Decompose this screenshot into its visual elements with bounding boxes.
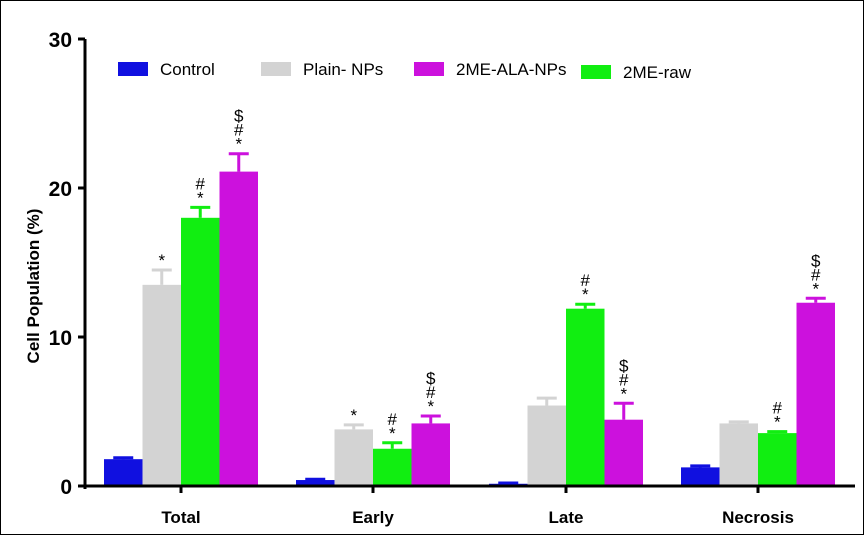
legend-label: Control [160,60,215,79]
significance-marker: * [582,285,589,304]
significance-marker: # [234,121,244,140]
significance-marker: # [426,383,436,402]
legend-label: Plain- NPs [303,60,383,79]
y-axis-label: Cell Population (%) [24,209,43,364]
legend-swatch [118,62,148,76]
significance-marker: * [812,279,819,298]
x-tick-label: Total [161,508,200,527]
significance-marker: # [196,174,206,193]
significance-marker: * [427,397,434,416]
bar [142,284,181,486]
legend-label: 2ME-raw [623,63,692,82]
y-tick-label: 0 [60,476,72,499]
bar [181,217,220,487]
bar [566,308,605,486]
significance-marker: * [197,188,204,207]
x-tick-label: Early [352,508,394,527]
significance-marker: * [620,384,627,403]
significance-marker: # [773,399,783,418]
bar [373,448,412,486]
x-tick-label: Late [549,508,584,527]
legend-label: 2ME-ALA-NPs [456,60,567,79]
significance-marker: $ [426,369,436,388]
bar [527,405,566,486]
x-tick-label: Necrosis [722,508,794,527]
bar [681,467,720,486]
bar [604,419,643,486]
y-tick-label: 20 [49,178,72,201]
bar [104,459,143,486]
y-tick-label: 30 [49,29,72,52]
bar [334,429,373,486]
significance-marker: * [389,424,396,443]
significance-marker: # [811,265,821,284]
significance-marker: * [350,406,357,425]
bar [296,480,335,486]
bar [758,433,797,486]
significance-marker: $ [811,251,821,270]
significance-marker: * [158,251,165,270]
significance-marker: # [581,271,591,290]
legend-swatch [414,62,444,76]
bar [219,171,258,487]
significance-marker: * [235,135,242,154]
bar [411,423,450,486]
bar [719,423,758,486]
bar [796,302,835,486]
significance-marker: # [388,410,398,429]
legend-swatch [581,65,611,79]
y-tick-label: 10 [49,327,72,350]
legend-swatch [261,62,291,76]
significance-marker: # [619,370,629,389]
significance-marker: $ [234,107,244,126]
significance-marker: $ [619,356,629,375]
significance-marker: * [774,413,781,432]
